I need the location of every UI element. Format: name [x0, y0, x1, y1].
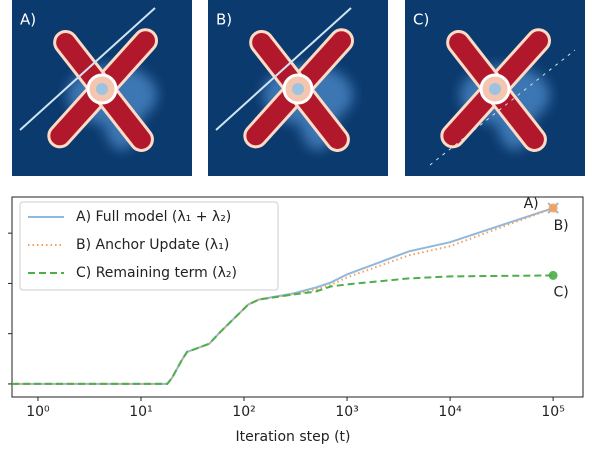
plot-frame: [11, 196, 584, 398]
annotation: C): [553, 284, 568, 300]
series-line: [12, 274, 554, 385]
x-axis-label: Iteration step (t): [236, 429, 351, 445]
panel-c: [405, 0, 585, 176]
panel-label: C): [413, 11, 429, 29]
end-marker: [548, 203, 558, 213]
legend-box: [19, 201, 279, 291]
legend-label: C) Remaining term (λ₂): [76, 265, 237, 281]
panel-label: B): [216, 11, 232, 29]
panel-a: [12, 0, 192, 176]
x-tick-label: 10⁰: [26, 404, 50, 420]
x-tick-label: 10⁵: [541, 404, 564, 420]
x-tick-label: 10³: [335, 404, 358, 420]
legend-label: B) Anchor Update (λ₁): [76, 237, 229, 253]
panel-label: A): [20, 11, 36, 29]
end-marker: [548, 270, 558, 280]
panel-b: [208, 0, 388, 176]
x-tick-label: 10⁴: [438, 404, 462, 420]
x-tick-label: 10¹: [129, 404, 152, 420]
x-tick-label: 10²: [232, 404, 255, 420]
annotation: B): [554, 218, 569, 234]
legend-label: A) Full model (λ₁ + λ₂): [76, 209, 231, 225]
annotation: A): [524, 196, 539, 212]
